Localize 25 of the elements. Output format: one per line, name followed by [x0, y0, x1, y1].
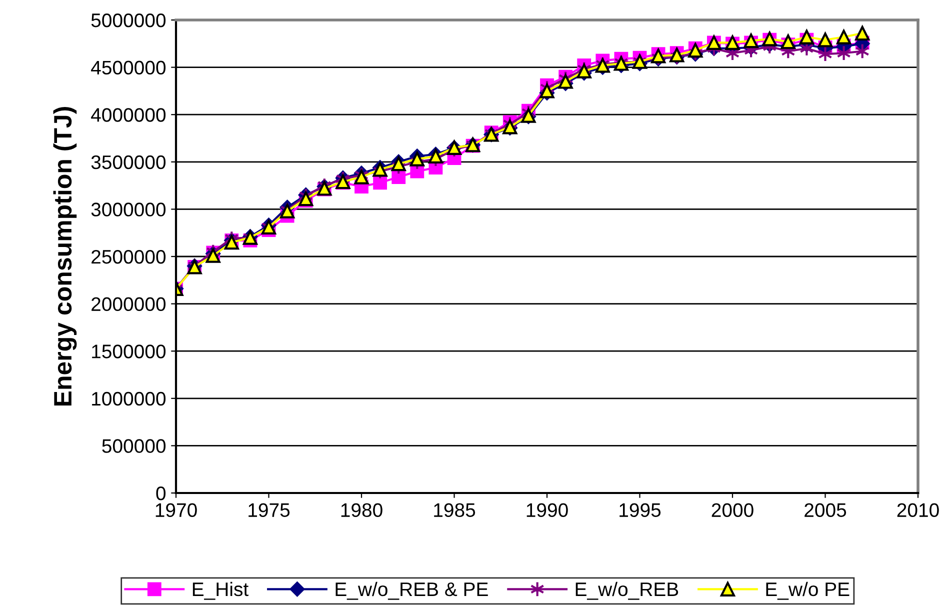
- x-tick-label: 1975: [248, 503, 290, 518]
- x-tick-label: 1985: [434, 503, 476, 518]
- x-tick-label: 1990: [526, 503, 568, 518]
- legend-label: E_Hist: [192, 582, 248, 600]
- y-tick-label: 2500000: [92, 250, 166, 264]
- x-tick-label: 1995: [620, 503, 661, 518]
- y-tick-label: 1000000: [92, 392, 166, 406]
- x-tick-label: 2000: [712, 503, 754, 518]
- x-tick-label: 2005: [804, 503, 846, 518]
- y-tick-label: 4500000: [91, 60, 166, 75]
- y-tick-label: 5000000: [91, 13, 166, 28]
- y-tick-label: 4000000: [91, 108, 166, 122]
- legend-label: E_w/o PE: [766, 582, 850, 600]
- y-tick-label: 1500000: [92, 344, 166, 358]
- legend-label: E_w/o_REB: [576, 582, 678, 600]
- y-tick-label: 2000000: [92, 297, 166, 312]
- y-tick-label: 3000000: [91, 202, 166, 216]
- x-tick-label: 2010: [897, 503, 939, 518]
- y-tick-label: 0: [156, 486, 166, 500]
- legend-label: E_w/o_REB & PE: [336, 582, 488, 600]
- y-axis-title: Energy consumption (TJ): [53, 107, 77, 406]
- x-tick-label: 1970: [156, 503, 197, 518]
- x-tick-label: 1980: [341, 503, 382, 518]
- y-tick-label: 500000: [102, 439, 166, 453]
- y-tick-label: 3500000: [91, 155, 166, 170]
